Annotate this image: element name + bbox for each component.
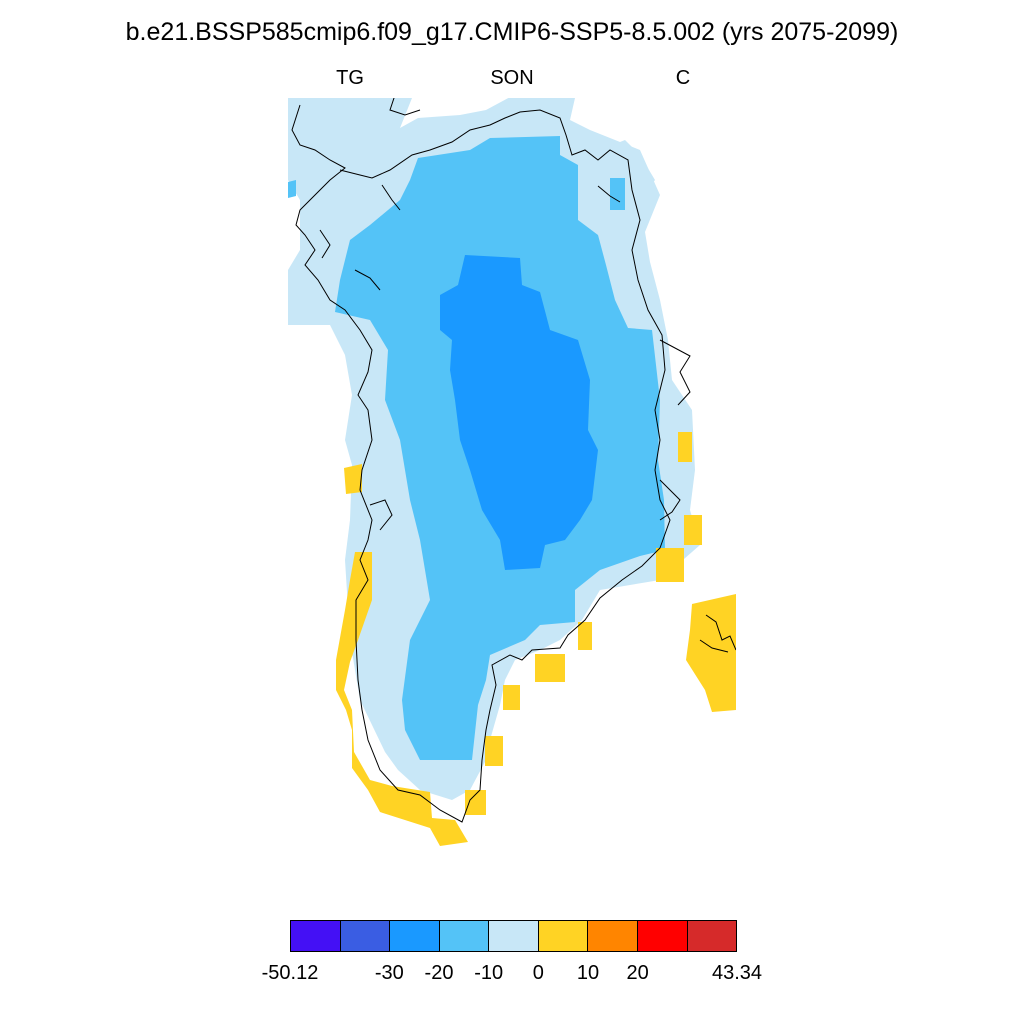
colorbar-tick-label: 10: [576, 962, 600, 984]
colorbar-box: [291, 921, 341, 951]
colorbar-box: [538, 921, 589, 951]
map-field: [288, 98, 736, 846]
warm-coast-patch: [503, 685, 520, 710]
colorbar-box: [489, 921, 539, 951]
units-label: C: [675, 67, 691, 89]
warm-coast-patch: [686, 594, 736, 712]
warm-coast-patch: [344, 464, 362, 494]
colorbar-box: [588, 921, 638, 951]
colorbar-tick-label: 43.34: [711, 962, 763, 984]
colorbar-box: [637, 921, 688, 951]
coastline: [291, 98, 736, 823]
field-band-minus10-to-minus20-small-1: [610, 178, 625, 210]
warm-coast-patch: [535, 654, 565, 682]
variable-label: TG: [336, 67, 364, 89]
field-band-0-to-minus10-east: [592, 140, 655, 215]
warm-coast-patch: [578, 622, 592, 650]
warm-coast-patches: [336, 432, 736, 846]
season-label: SON: [490, 67, 534, 89]
warm-coast-patch: [485, 736, 503, 766]
colorbar-box: [340, 921, 391, 951]
field-band-minus10-to-minus20-small-2: [288, 180, 296, 198]
colorbar-tick-label: 0: [532, 962, 544, 984]
warm-coast-patch: [656, 548, 684, 582]
colorbar-tick-label: -50.12: [261, 962, 319, 984]
colorbar-box: [390, 921, 440, 951]
colorbar-tick-label: -20: [424, 962, 454, 984]
warm-coast-patch: [678, 432, 692, 462]
figure-title: b.e21.BSSP585cmip6.f09_g17.CMIP6-SSP5-8.…: [125, 18, 899, 46]
colorbar-tick-label: -10: [474, 962, 504, 984]
colorbar-tick-label: 20: [626, 962, 649, 984]
warm-coast-patch: [465, 790, 486, 815]
colorbar-box: [439, 921, 490, 951]
warm-coast-patch: [684, 515, 702, 545]
field-band-minus20-to-minus30: [440, 255, 598, 570]
colorbar-tick-label: -30: [374, 962, 404, 984]
colorbar-box: [687, 921, 737, 951]
colorbar: [290, 920, 737, 952]
